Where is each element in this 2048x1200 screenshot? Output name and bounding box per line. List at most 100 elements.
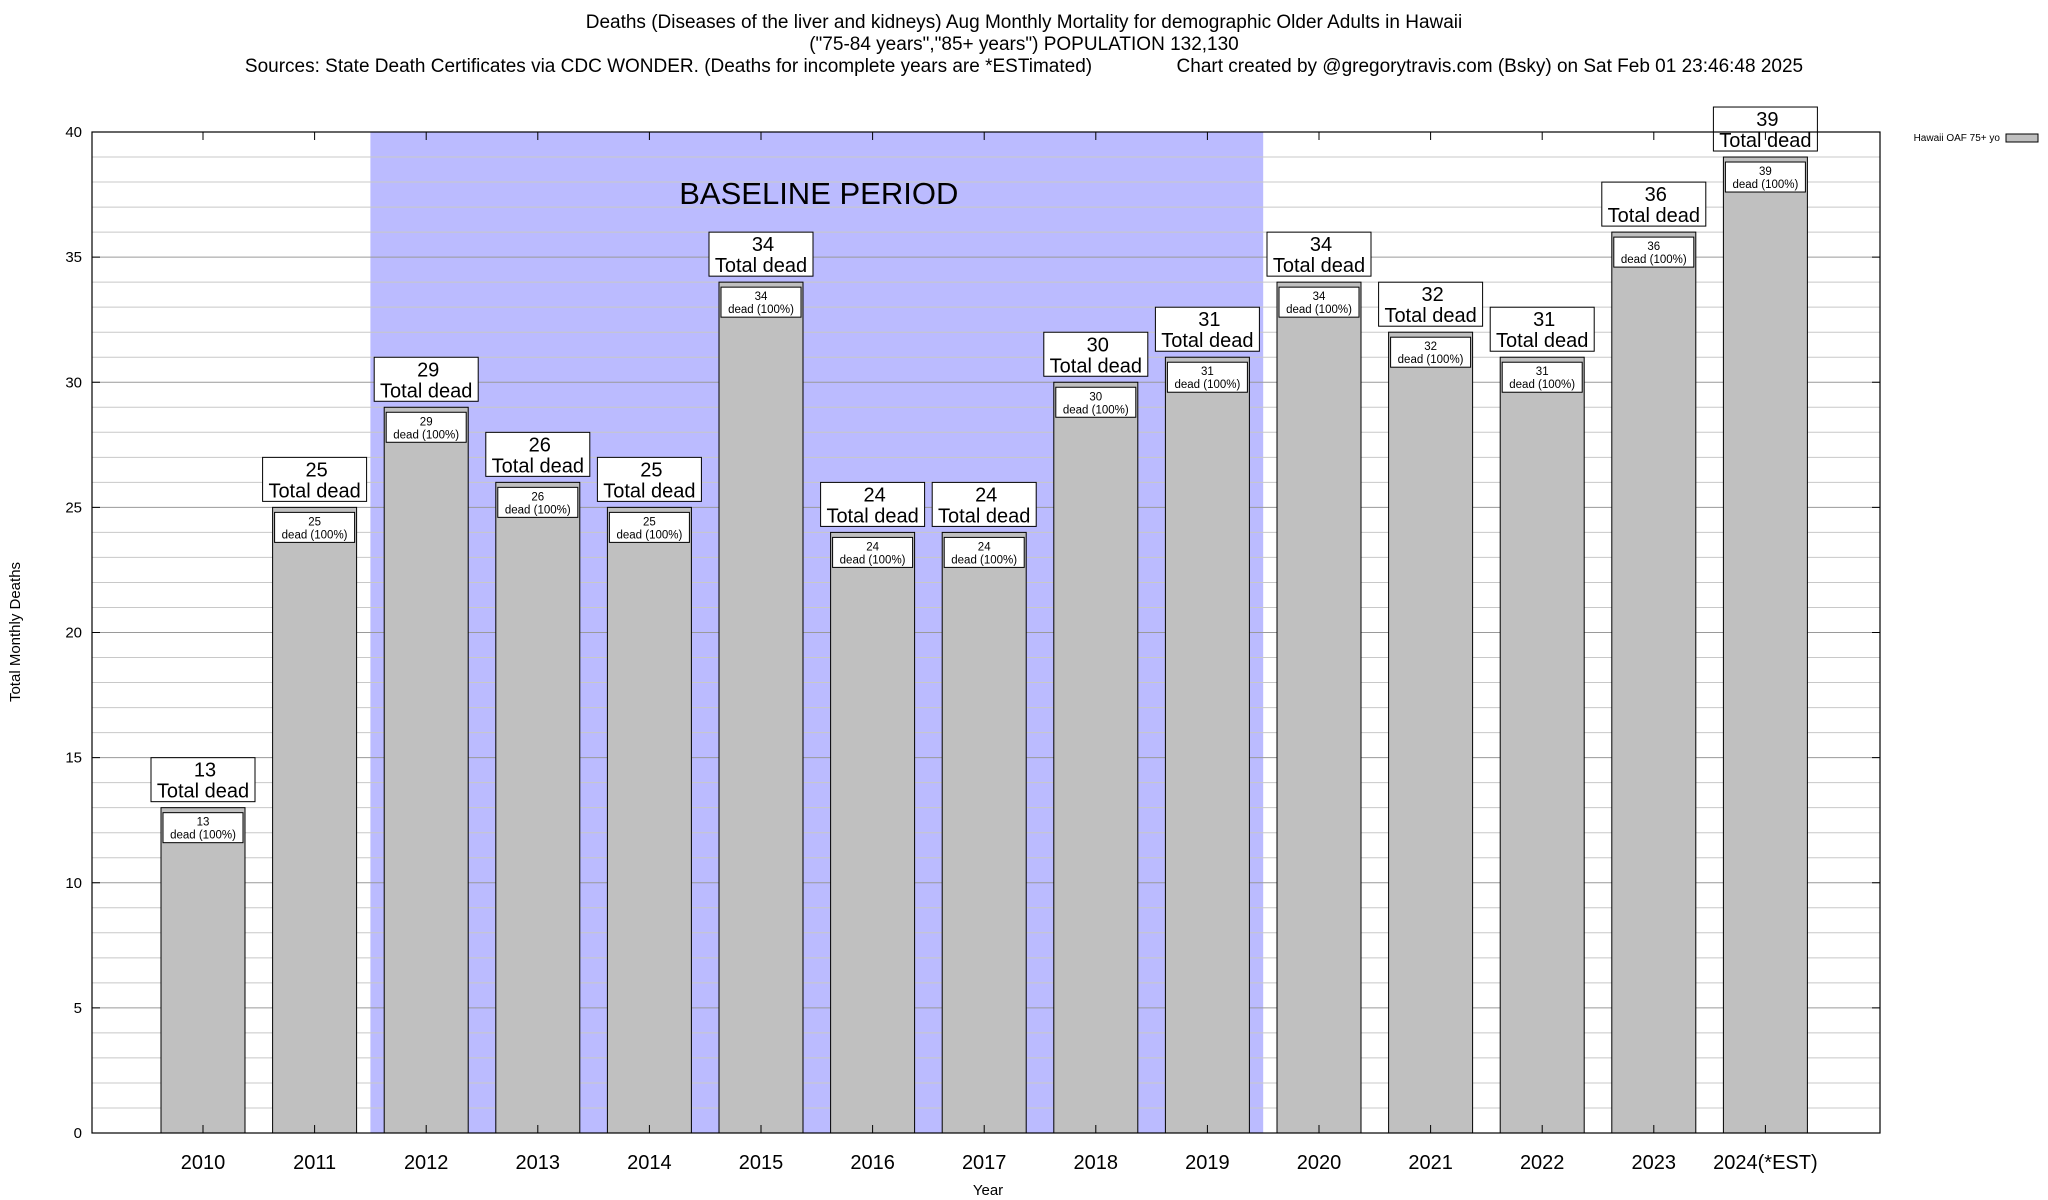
bar-inner-label-box	[1613, 236, 1695, 268]
bar-inner-label-box	[1390, 336, 1472, 368]
x-tick-label: 2019	[1185, 1152, 1230, 1174]
bar-inner-value: 39	[1759, 166, 1772, 178]
x-tick-label: 2024(*EST)	[1713, 1152, 1818, 1174]
x-tick-label: 2012	[404, 1152, 449, 1174]
bar-total-value: 34	[752, 234, 774, 256]
bar-total-label-box	[262, 456, 368, 502]
y-tick-label: 20	[65, 625, 82, 642]
bar-total-label-box	[1712, 106, 1818, 152]
bar-inner-value: 25	[308, 516, 321, 528]
x-tick-label: 2017	[962, 1152, 1007, 1174]
bar-inner-value: 29	[420, 416, 433, 428]
bar-total-text: Total dead	[268, 480, 360, 502]
bar	[1164, 356, 1250, 1134]
bar-total-value: 13	[194, 760, 216, 782]
bar-total-value: 29	[417, 359, 439, 381]
bar-total-label-box	[1489, 306, 1595, 352]
bar-inner-text: dead (100%)	[1621, 254, 1687, 266]
bar-inner-text: dead (100%)	[1063, 404, 1129, 416]
bar-total-label-box	[931, 481, 1037, 527]
y-tick-label: 15	[65, 750, 82, 767]
x-tick-label: 2011	[293, 1152, 336, 1174]
bar	[606, 506, 692, 1134]
bar-inner-value: 25	[643, 516, 656, 528]
bar	[383, 406, 469, 1134]
bar-inner-label-box	[385, 411, 467, 443]
bar-total-value: 25	[305, 459, 327, 481]
bar-total-value: 30	[1087, 334, 1109, 356]
bar-inner-value: 26	[531, 491, 544, 503]
bar-total-text: Total dead	[715, 255, 807, 277]
bar-total-label-box	[596, 456, 702, 502]
y-tick-label: 10	[65, 875, 82, 892]
bar-total-value: 24	[975, 484, 997, 506]
baseline-label: BASELINE PERIOD	[679, 176, 958, 211]
bar-total-label-box	[373, 356, 479, 402]
bar-total-value: 24	[863, 484, 885, 506]
bar-inner-label-box	[1278, 286, 1360, 318]
bar-total-text: Total dead	[1496, 330, 1588, 352]
bar-total-text: Total dead	[1273, 255, 1365, 277]
bar-total-text: Total dead	[492, 455, 584, 477]
bar	[830, 531, 916, 1134]
bar-total-label-box	[150, 757, 256, 803]
y-tick-label: 30	[65, 374, 82, 391]
bar-inner-value: 30	[1089, 391, 1102, 403]
bar-total-text: Total dead	[938, 505, 1030, 527]
bar-inner-text: dead (100%)	[1174, 379, 1240, 391]
bar-inner-text: dead (100%)	[1398, 354, 1464, 366]
bar-inner-label-box	[1724, 161, 1806, 193]
bar-inner-label-box	[943, 536, 1025, 568]
x-tick-label: 2015	[739, 1152, 784, 1174]
bar-total-text: Total dead	[603, 480, 695, 502]
bar-total-value: 26	[529, 434, 551, 456]
y-axis-ticks: 0 5 10 15 20 25 30 35 40	[65, 124, 1880, 1142]
bar-inner-text: dead (100%)	[1509, 379, 1575, 391]
bar-inner-label-box	[274, 511, 356, 543]
bar-inner-label-box	[832, 536, 914, 568]
x-tick-label: 2014	[627, 1152, 672, 1174]
y-tick-label: 40	[65, 124, 82, 141]
bar-total-text: Total dead	[1050, 355, 1142, 377]
y-axis-label: Total Monthly Deaths	[7, 562, 24, 702]
bar-inner-value: 24	[978, 541, 991, 553]
bar-total-label-box	[1154, 306, 1260, 352]
bar	[1499, 356, 1585, 1134]
bar-total-label-box	[1601, 181, 1707, 227]
bar-inner-text: dead (100%)	[282, 529, 348, 541]
bar-total-text: Total dead	[1719, 130, 1811, 152]
x-axis-label: Year	[973, 1182, 1003, 1199]
bar-total-label-box	[820, 481, 926, 527]
x-axis-ticks: 2010 2011 2012 2013 2014 2015 2016 2017 2018 2019…	[181, 132, 1818, 1174]
bar	[941, 531, 1027, 1134]
x-tick-label: 2018	[1074, 1152, 1119, 1174]
chart-source-line: Sources: State Death Certificates via CD…	[244, 56, 1804, 77]
bar-total-value: 31	[1198, 309, 1220, 331]
chart-title-block: Deaths (Diseases of the liver and kidney…	[0, 12, 2048, 78]
x-tick-label: 2021	[1408, 1152, 1453, 1174]
bar	[160, 807, 246, 1134]
bar-total-text: Total dead	[1161, 330, 1253, 352]
bar	[272, 506, 358, 1134]
bar-inner-text: dead (100%)	[393, 429, 459, 441]
bar-inner-value: 32	[1424, 341, 1437, 353]
bar-total-text: Total dead	[1384, 305, 1476, 327]
y-tick-label: 5	[74, 1000, 82, 1017]
